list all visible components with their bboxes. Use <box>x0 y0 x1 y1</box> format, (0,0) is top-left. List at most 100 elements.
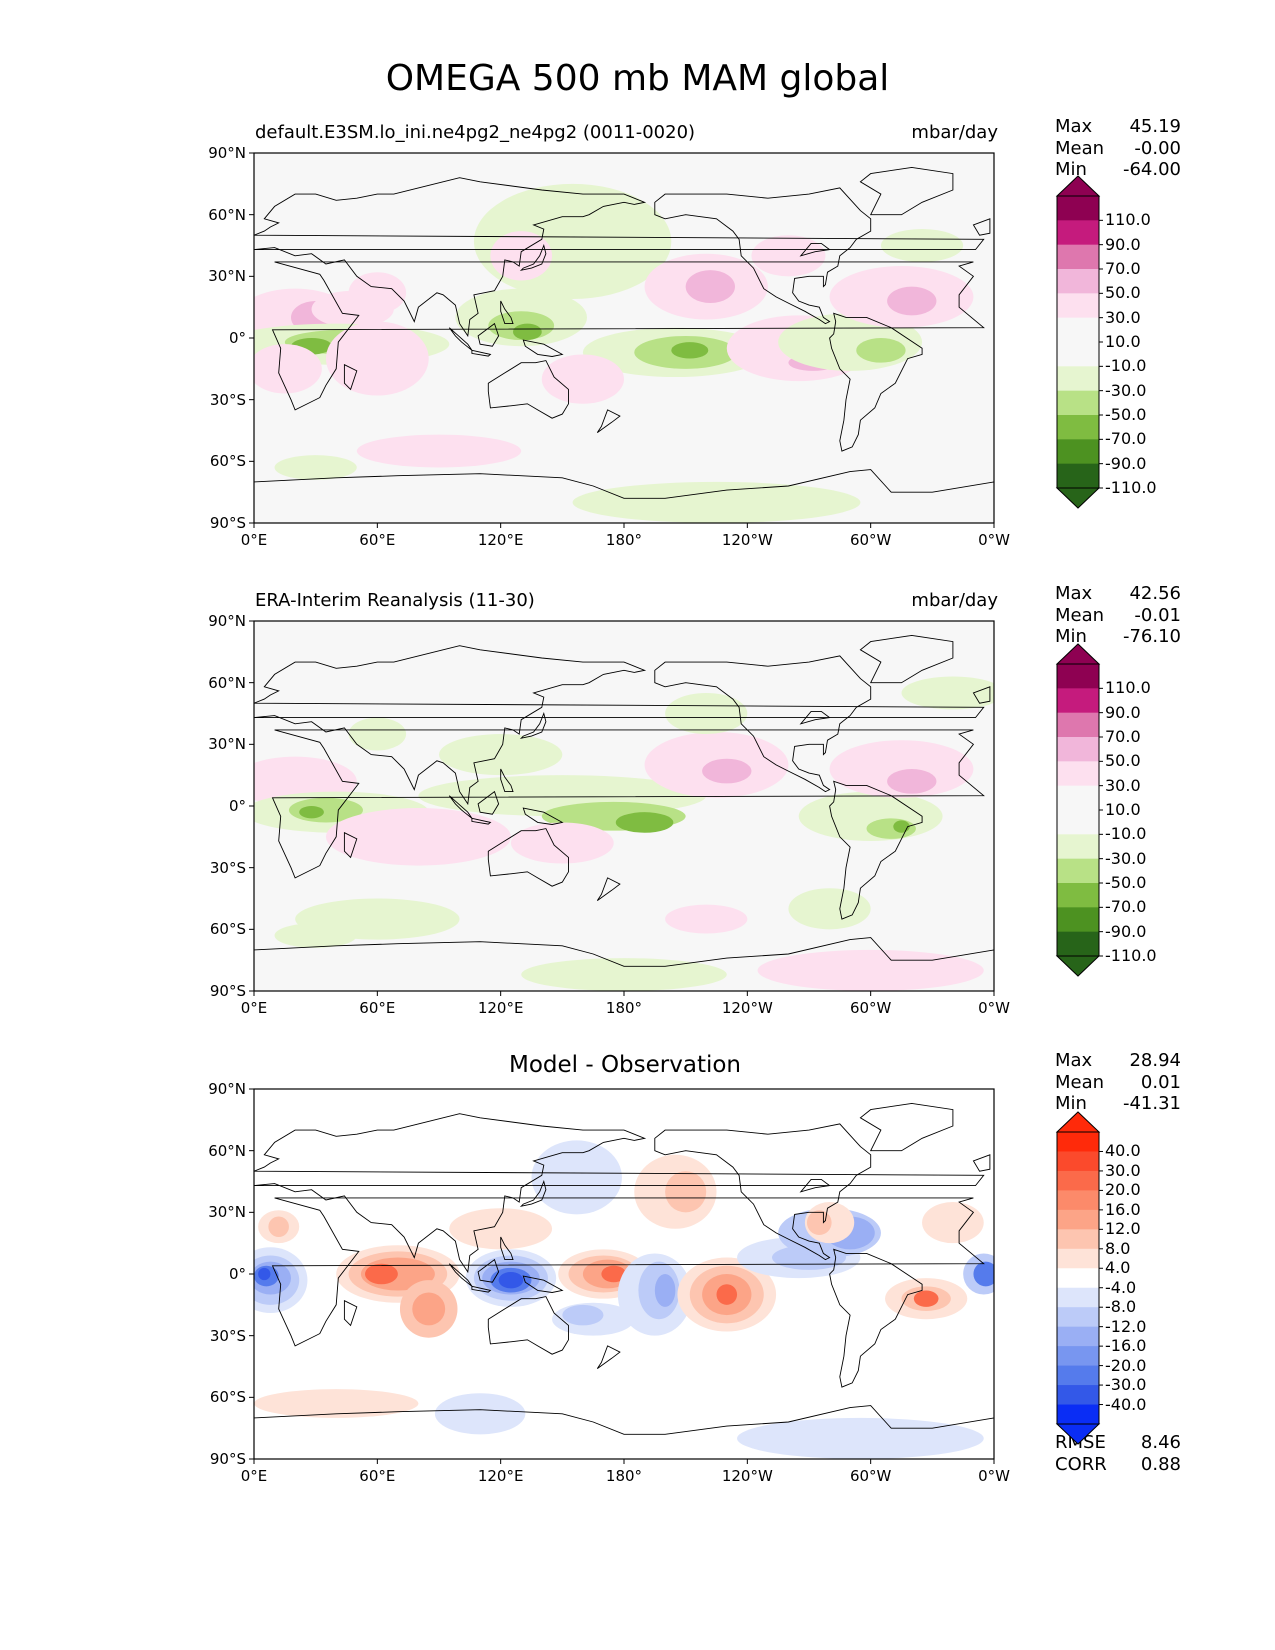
stat-label: Min <box>1055 1093 1087 1114</box>
lon-tick-label: 120°E <box>477 1467 524 1485</box>
colorbar-label: -8.0 <box>1105 1297 1137 1317</box>
colorbar-swatch <box>1057 244 1099 270</box>
coastline <box>500 768 514 793</box>
colorbar-label: 50.0 <box>1105 751 1141 771</box>
coastline <box>859 1102 954 1152</box>
contour-region <box>685 270 735 304</box>
colorbar-label: 20.0 <box>1105 1180 1141 1200</box>
map-panel-3 <box>254 1089 994 1459</box>
contour-region <box>654 1274 676 1307</box>
coastline <box>799 710 831 725</box>
colorbar-swatch <box>1057 1307 1099 1328</box>
contour-region <box>665 1171 707 1213</box>
contour-region <box>412 1292 446 1326</box>
contour-region <box>665 692 748 735</box>
contour-region <box>788 888 871 930</box>
coastline <box>254 1113 985 1274</box>
stat-value: -64.00 <box>1122 159 1181 180</box>
colorbar-label: 70.0 <box>1105 259 1141 278</box>
colorbar-swatch <box>1057 688 1099 714</box>
colorbar-extend-min <box>1055 1423 1101 1445</box>
lon-tick-label: 0°W <box>978 531 1010 549</box>
contour-region <box>737 1417 984 1459</box>
lon-tick-label: 120°W <box>721 531 773 549</box>
coastline <box>271 729 985 879</box>
colorbar-label: 30.0 <box>1105 307 1141 327</box>
colorbar-label: -70.0 <box>1105 897 1147 917</box>
colorbar-label: -50.0 <box>1105 873 1147 892</box>
lon-tick-label: 60°E <box>359 531 396 549</box>
coastline <box>448 327 473 351</box>
coastline <box>471 1285 492 1293</box>
stat-value: 42.56 <box>1129 583 1181 604</box>
contour-region <box>913 1290 939 1307</box>
colorbar-label: -50.0 <box>1105 405 1147 424</box>
colorbar-label: 70.0 <box>1105 727 1141 746</box>
contour-region <box>521 958 727 991</box>
coastline <box>254 937 994 991</box>
contour-region <box>887 286 937 316</box>
colorbar-label: -30.0 <box>1105 380 1147 400</box>
colorbar-label: 4.0 <box>1105 1258 1131 1278</box>
contour-region <box>751 235 826 277</box>
panel-3-stats: Max 28.94 Mean 0.01 Min -41.31 <box>1055 1050 1181 1115</box>
coastline <box>799 1178 831 1193</box>
contour-region <box>498 1271 524 1289</box>
contour-region <box>299 806 324 819</box>
lat-tick-label: 90°N <box>208 612 246 630</box>
colorbar-swatch <box>1057 196 1099 221</box>
stat-value: -0.01 <box>1134 604 1181 626</box>
lon-tick-label: 60°E <box>359 1467 396 1485</box>
colorbar-swatch <box>1057 1326 1099 1347</box>
coastline <box>271 261 985 411</box>
colorbar-swatch <box>1057 1268 1099 1289</box>
lat-tick-label: 0° <box>228 797 246 815</box>
contour-region <box>856 338 906 363</box>
coastline <box>471 349 492 357</box>
panel-2-units: mbar/day <box>911 590 998 611</box>
panel-1-units: mbar/day <box>911 122 998 143</box>
contour-region <box>258 1267 271 1281</box>
contour-region <box>901 676 994 710</box>
lat-tick-label: 0° <box>228 1265 246 1283</box>
colorbar-swatch <box>1057 1190 1099 1211</box>
coastline <box>829 780 923 920</box>
stat-label: Mean <box>1055 137 1105 159</box>
contour-region <box>893 820 910 833</box>
contour-region <box>806 1210 832 1235</box>
coastline <box>343 1299 358 1327</box>
colorbar-extend-max <box>1055 643 1101 665</box>
stat-value: 0.01 <box>1140 1071 1181 1093</box>
lat-tick-label: 60°N <box>208 205 246 224</box>
coastline <box>448 795 473 819</box>
lon-tick-label: 60°W <box>849 531 892 549</box>
colorbar-swatch <box>1057 366 1099 392</box>
colorbar-label: -90.0 <box>1105 921 1147 941</box>
colorbar-swatch <box>1057 761 1099 787</box>
colorbar-swatch <box>1057 1346 1099 1367</box>
panel-2-stats: Max 42.56 Mean -0.01 Min -76.10 <box>1055 583 1181 648</box>
lon-tick-label: 180° <box>605 1467 643 1485</box>
lat-tick-label: 30°N <box>208 267 246 286</box>
colorbar-swatch <box>1057 342 1099 367</box>
colorbar-label: 110.0 <box>1105 210 1151 230</box>
colorbar-swatch <box>1057 737 1099 762</box>
lon-tick-label: 120°W <box>721 1467 773 1485</box>
lon-tick-label: 180° <box>605 531 643 549</box>
coastline <box>522 339 564 357</box>
contour-region <box>439 734 563 776</box>
coastline <box>654 1123 872 1261</box>
panel-3-title: Model - Observation <box>508 1052 742 1078</box>
colorbar-label: -30.0 <box>1105 848 1147 868</box>
coastline <box>343 831 358 859</box>
coastline <box>477 790 500 815</box>
colorbar-swatch <box>1057 390 1099 416</box>
lon-tick-label: 180° <box>605 999 643 1017</box>
contour-region <box>268 1216 289 1237</box>
panel-3-error-stats: RMSE 8.46 CORR 0.88 <box>1055 1432 1181 1475</box>
colorbar-swatch <box>1057 1365 1099 1386</box>
colorbar-swatch <box>1057 220 1099 246</box>
coastline <box>596 877 621 901</box>
lat-tick-label: 30°S <box>209 1326 246 1345</box>
